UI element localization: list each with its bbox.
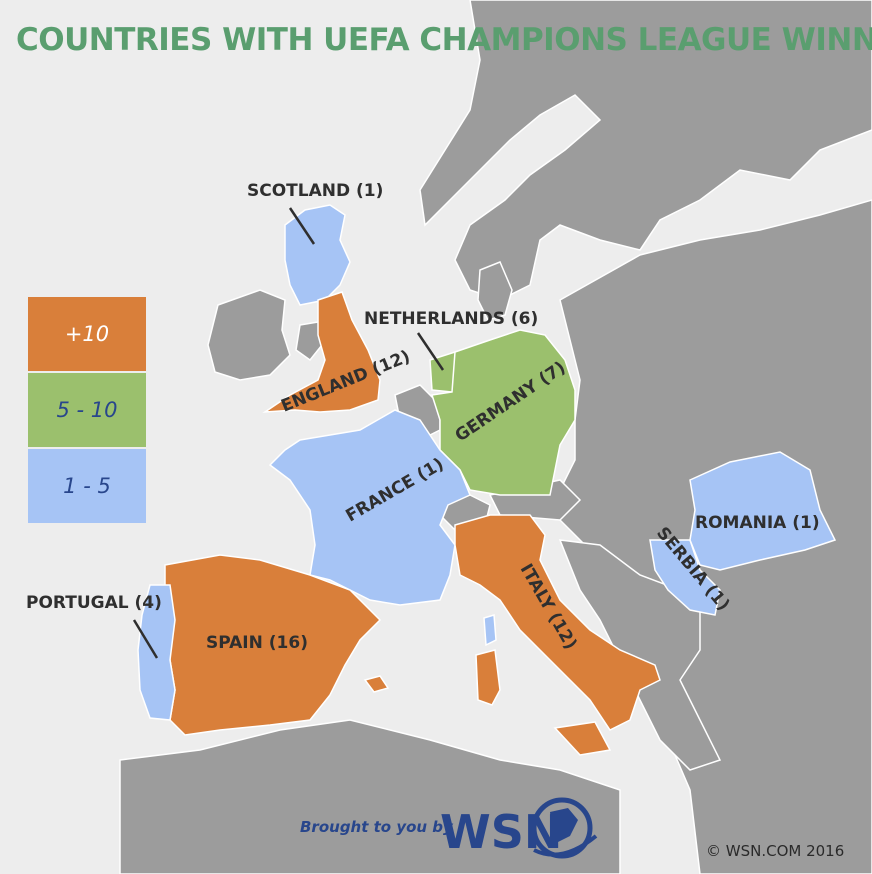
legend-label-mid: 5 - 10 <box>56 398 118 422</box>
denmark-region <box>477 261 513 321</box>
portugal-leader-line <box>132 619 159 659</box>
legend-item-mid: 5 - 10 <box>28 373 146 447</box>
netherlands-label: NETHERLANDS (6) <box>364 309 538 329</box>
legend: +10 5 - 10 1 - 5 <box>28 297 146 525</box>
corsica-region <box>483 614 497 647</box>
netherlands-leader-line <box>416 332 445 371</box>
germany-region <box>431 329 576 496</box>
scotland-leader-line <box>288 207 316 245</box>
wales-region <box>295 321 323 362</box>
portugal-label: PORTUGAL (4) <box>26 593 162 613</box>
globe-continent-icon <box>550 808 578 842</box>
wsn-logo-text: WSN <box>440 805 562 859</box>
brought-to-you-by-text: Brought to you by <box>300 818 453 836</box>
ireland-region <box>207 289 291 381</box>
sicily-region <box>553 721 612 756</box>
balearic-region <box>363 675 390 693</box>
legend-label-low: 1 - 5 <box>63 474 111 498</box>
legend-label-high: +10 <box>64 322 110 346</box>
page-title: COUNTRIES WITH UEFA CHAMPIONS LEAGUE WIN… <box>16 22 872 58</box>
romania-region <box>689 451 837 571</box>
wsn-logo[interactable]: WSN <box>438 792 608 864</box>
globe-swoosh-icon <box>533 834 598 857</box>
france-region <box>268 409 471 606</box>
scotland-region <box>284 204 351 306</box>
north-africa-region <box>119 719 621 874</box>
scotland-label: SCOTLAND (1) <box>247 181 383 201</box>
legend-item-low: 1 - 5 <box>28 449 146 523</box>
legend-item-high: +10 <box>28 297 146 371</box>
globe-icon <box>531 797 593 859</box>
england-region <box>262 291 381 413</box>
italy-region <box>454 514 661 731</box>
sardinia-region <box>475 649 501 706</box>
scandinavia-region <box>419 0 872 301</box>
portugal-region <box>137 584 176 721</box>
copyright-text: © WSN.COM 2016 <box>706 842 845 860</box>
romania-label: ROMANIA (1) <box>695 513 820 533</box>
spain-label: SPAIN (16) <box>206 633 308 653</box>
